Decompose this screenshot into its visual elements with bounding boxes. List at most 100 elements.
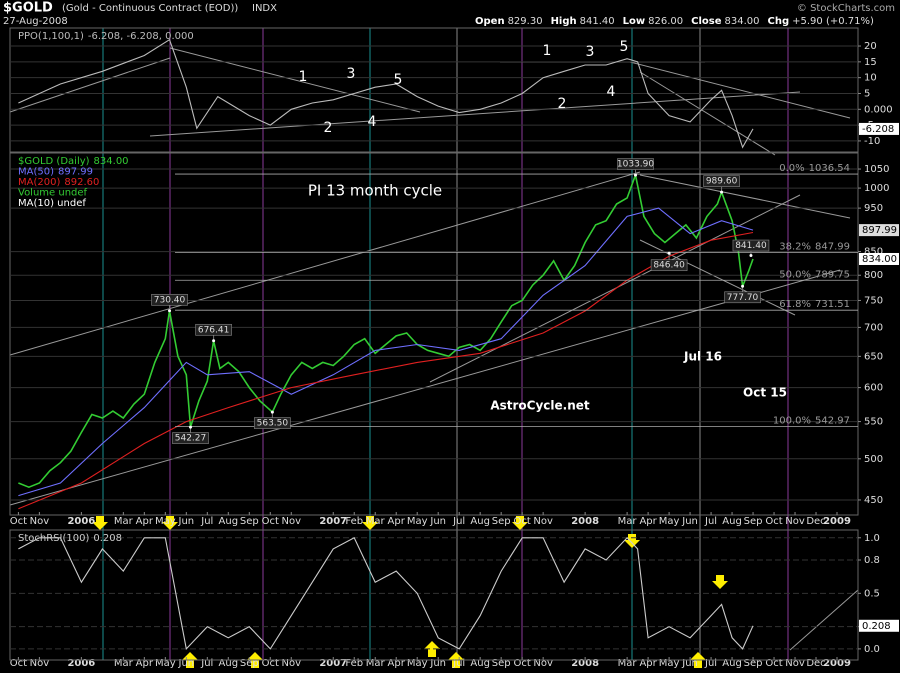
annotation: 3 (586, 44, 595, 60)
x-tick-label: Mar (618, 516, 638, 527)
x-tick-label: Apr (388, 516, 406, 527)
price-label-box (732, 239, 770, 252)
price-label-box (151, 293, 188, 306)
price-label: 1033.90 (617, 160, 654, 170)
price-label: 676.41 (198, 325, 230, 335)
x-tick-label: Nov (30, 516, 50, 527)
x-tick-label: Sep (744, 516, 763, 527)
legend-entry: Volume undef (18, 188, 88, 199)
x-tick-label: May (155, 658, 176, 669)
quote-value: 829.30 (508, 16, 543, 27)
x-tick-label: Oct (514, 658, 531, 669)
fib-value: 731.51 (815, 299, 850, 310)
price-label-box (650, 259, 688, 272)
x-tick-label: Oct (10, 658, 27, 669)
x-tick-label: Dec (806, 516, 825, 527)
panel-frame (9, 27, 859, 153)
annotation: 1 (299, 69, 308, 85)
legend-entry: MA(50) 897.99 (18, 167, 93, 178)
price-label-box (195, 323, 232, 336)
x-tick-label: Jun (429, 658, 446, 669)
x-tick-label: Apr (639, 516, 657, 527)
x-tick-label: Oct (262, 516, 279, 527)
x-tick-label: Nov (282, 658, 302, 669)
quote-value: 834.00 (725, 16, 760, 27)
x-tick-label: May (407, 516, 428, 527)
x-tick-label: Aug (470, 658, 490, 669)
fib-value: 789.75 (815, 269, 850, 280)
price-point (667, 251, 671, 255)
x-tick-label: Dec (806, 658, 825, 669)
legend-value: 834.00 (94, 156, 129, 167)
x-tick-label: Apr (136, 658, 154, 669)
price-label-box (617, 158, 654, 170)
x-tick-label: Mar (114, 658, 134, 669)
legend-name: $GOLD (Daily) (18, 156, 90, 167)
legend-name: MA(200) (18, 177, 60, 188)
x-tick-label: May (659, 658, 680, 669)
y-tick-label: 850 (864, 247, 883, 258)
legend-value: 897.99 (58, 167, 93, 178)
x-tick-label: Sep (240, 658, 259, 669)
y-tick-label: 800 (864, 270, 883, 281)
annotation: 4 (607, 84, 616, 100)
annotation: 1 (543, 43, 552, 59)
last-value-label: 0.208 (862, 621, 891, 632)
y-tick-label: 950 (864, 203, 883, 214)
x-tick-label: 2008 (571, 658, 599, 669)
quote-label: Open (475, 16, 505, 27)
y-tick-label: 600 (864, 383, 883, 394)
price-point (749, 254, 753, 258)
price-label-box (703, 175, 740, 187)
quote-value: +5.90 (+0.71%) (792, 16, 874, 27)
price-label: 841.40 (735, 241, 767, 251)
symbol: $GOLD (3, 1, 53, 16)
quote-value: 841.40 (580, 16, 615, 27)
legend-name: MA(50) (18, 167, 54, 178)
quote-label: High (551, 16, 577, 27)
price-label: 563.50 (257, 419, 289, 429)
fib-value: 847.99 (815, 241, 850, 252)
x-tick-label: Oct (765, 516, 782, 527)
x-tick-label: Sep (492, 658, 511, 669)
x-tick-label: Jun (178, 516, 195, 527)
annotation: Oct 15 (743, 386, 787, 400)
x-tick-label: Mar (618, 658, 638, 669)
x-tick-label: Jun (681, 516, 698, 527)
fib-percent: 100.0% (773, 416, 811, 427)
x-tick-label: Feb (345, 516, 363, 527)
price-point (741, 284, 745, 288)
x-tick-label: Oct (514, 516, 531, 527)
fib-label: 100.0% 542.97 (773, 416, 850, 427)
y-tick-label: 1050 (864, 164, 889, 175)
x-tick-label: Aug (219, 658, 239, 669)
x-tick-label: Oct (10, 516, 27, 527)
price-label: 989.60 (706, 177, 738, 187)
x-tick-label: 2006 (67, 658, 95, 669)
credit: © StockCharts.com (797, 3, 895, 14)
price-label: 542.27 (175, 434, 207, 444)
x-tick-label: Apr (388, 658, 406, 669)
quote-value: 826.00 (648, 16, 683, 27)
x-tick-label: Jul (200, 658, 213, 669)
legend-value: 892.60 (64, 177, 99, 188)
price-point (168, 309, 172, 313)
fib-percent: 0.0% (779, 163, 804, 174)
quote: Open 829.30 High 841.40 Low 826.00 Close 834.00… (475, 16, 874, 27)
y-tick-label: 700 (864, 322, 883, 333)
panel-frame (9, 152, 859, 516)
x-tick-label: 2009 (823, 516, 851, 527)
legend-value: 0.208 (93, 533, 122, 544)
x-tick-label: 2007 (319, 658, 347, 669)
last-value-box (859, 252, 899, 265)
y-tick-label: 5 (864, 88, 870, 99)
x-tick-label: Jun (681, 658, 698, 669)
x-tick-label: Apr (136, 516, 154, 527)
annotation: 5 (394, 72, 403, 88)
cycle-lines (102, 28, 789, 660)
annotation: 4 (368, 114, 377, 130)
fib-percent: 61.8% (779, 299, 811, 310)
annotation: AstroCycle.net (490, 399, 590, 413)
fib-percent: 38.2% (779, 241, 811, 252)
quote-label: Chg (768, 16, 790, 27)
